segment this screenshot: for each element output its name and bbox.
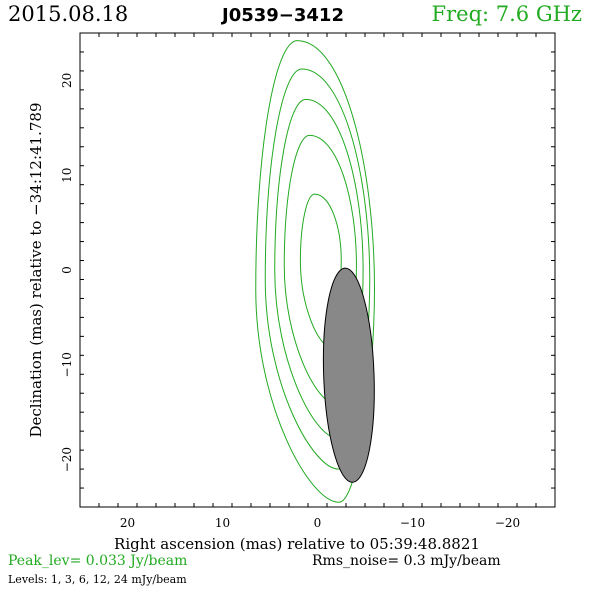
contour-levels: Levels: 1, 3, 6, 12, 24 mJy/beam bbox=[8, 573, 187, 586]
x-axis-label: Right ascension (mas) relative to 05:39:… bbox=[114, 535, 480, 553]
frequency-label: Freq: 7.6 GHz bbox=[431, 2, 582, 26]
rms-noise: Rms_noise= 0.3 mJy/beam bbox=[312, 553, 501, 569]
x-tick-label: −10 bbox=[400, 516, 425, 530]
y-tick-label: 0 bbox=[60, 266, 74, 274]
contour-level-3 bbox=[264, 68, 371, 470]
plot-frame bbox=[79, 32, 556, 508]
y-tick-label: −10 bbox=[60, 352, 74, 377]
y-tick-label: −20 bbox=[60, 447, 74, 472]
y-tick-label: 10 bbox=[60, 168, 74, 183]
x-tick-label: 0 bbox=[314, 516, 322, 530]
x-tick-label: 20 bbox=[120, 516, 135, 530]
y-axis-label: Declination (mas) relative to −34:12:41.… bbox=[27, 102, 45, 437]
source-name: J0539−3412 bbox=[222, 5, 344, 26]
peak-level: Peak_lev= 0.033 Jy/beam bbox=[8, 553, 188, 569]
tick-group bbox=[79, 32, 556, 508]
observation-date: 2015.08.18 bbox=[8, 2, 129, 26]
x-tick-label: 10 bbox=[215, 516, 230, 530]
beam-ellipse bbox=[322, 267, 375, 483]
y-tick-label: 20 bbox=[60, 73, 74, 88]
beam-group bbox=[322, 267, 375, 483]
contour-level-1 bbox=[255, 40, 376, 503]
tick-label-group: 20 10 0 −10 −20 20 10 0 −10 −20 bbox=[60, 73, 520, 530]
x-tick-label: −20 bbox=[495, 516, 520, 530]
